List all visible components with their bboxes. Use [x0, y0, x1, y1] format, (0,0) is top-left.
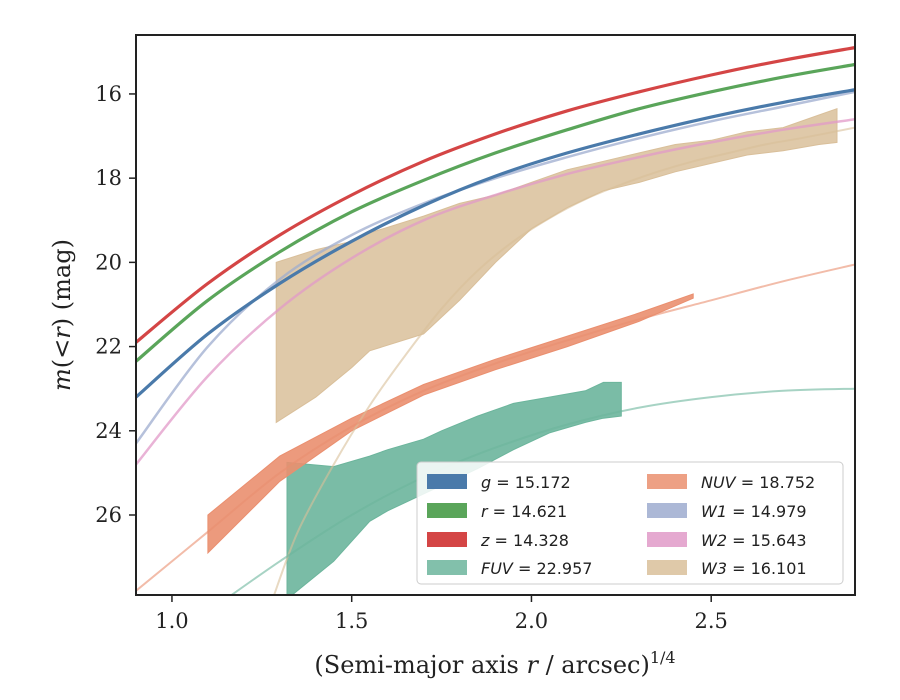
legend-swatch-fuv: [427, 560, 467, 575]
x-tick-label: 1.0: [155, 609, 188, 633]
legend-label-fuv: FUV = 22.957: [481, 559, 592, 578]
y-tick-label: 16: [95, 82, 122, 106]
y-tick-label: 20: [95, 250, 122, 274]
legend-swatch-g: [427, 474, 467, 489]
legend-swatch-r: [427, 503, 467, 518]
y-tick-label: 26: [95, 503, 122, 527]
plot-frame: [135, 34, 856, 596]
band-nuv: [207, 293, 694, 555]
x-tick-label: 2.5: [694, 609, 727, 633]
legend-label-w3: W3 = 16.101: [701, 559, 807, 578]
y-tick-label: 18: [95, 166, 122, 190]
legend-swatch-z: [427, 532, 467, 547]
line-layer: [136, 46, 855, 595]
line-z: [136, 46, 855, 344]
y-axis: 16 18 20 22 24 26: [95, 82, 136, 527]
line-w1: [136, 90, 855, 445]
legend-swatch-w2: [647, 532, 687, 547]
x-axis: 1.0 1.5 2.0 2.5: [155, 595, 728, 633]
y-axis-title: m(<r) (mag): [48, 239, 76, 391]
legend-label-w1: W1 = 14.979: [701, 502, 807, 521]
line-nuv: [136, 263, 855, 592]
legend-box: [416, 461, 844, 585]
legend-label-w2: W2 = 15.643: [701, 531, 807, 550]
legend: g = 15.172 r = 14.621 z = 14.328 FUV = 22.9…: [416, 461, 844, 585]
x-tick-label: 1.5: [335, 609, 368, 633]
line-g: [136, 88, 855, 399]
band-fuv: [286, 381, 622, 595]
line-w3: [273, 126, 855, 595]
legend-label-nuv: NUV = 18.752: [701, 473, 815, 492]
legend-label-r: r = 14.621: [481, 502, 567, 521]
legend-label-z: z = 14.328: [480, 531, 569, 550]
line-fuv: [229, 387, 855, 595]
line-r: [136, 62, 855, 363]
band-layer: [207, 107, 838, 595]
legend-swatch-w3: [647, 560, 687, 575]
x-tick-label: 2.0: [515, 609, 548, 633]
legend-swatch-nuv: [647, 474, 687, 489]
line-w2: [136, 117, 855, 466]
y-tick-label: 24: [95, 419, 122, 443]
y-tick-label: 22: [95, 335, 122, 359]
x-axis-title: (Semi-major axis r / arcsec)1/4: [314, 648, 675, 679]
legend-swatch-w1: [647, 503, 687, 518]
legend-label-g: g = 15.172: [481, 473, 571, 492]
